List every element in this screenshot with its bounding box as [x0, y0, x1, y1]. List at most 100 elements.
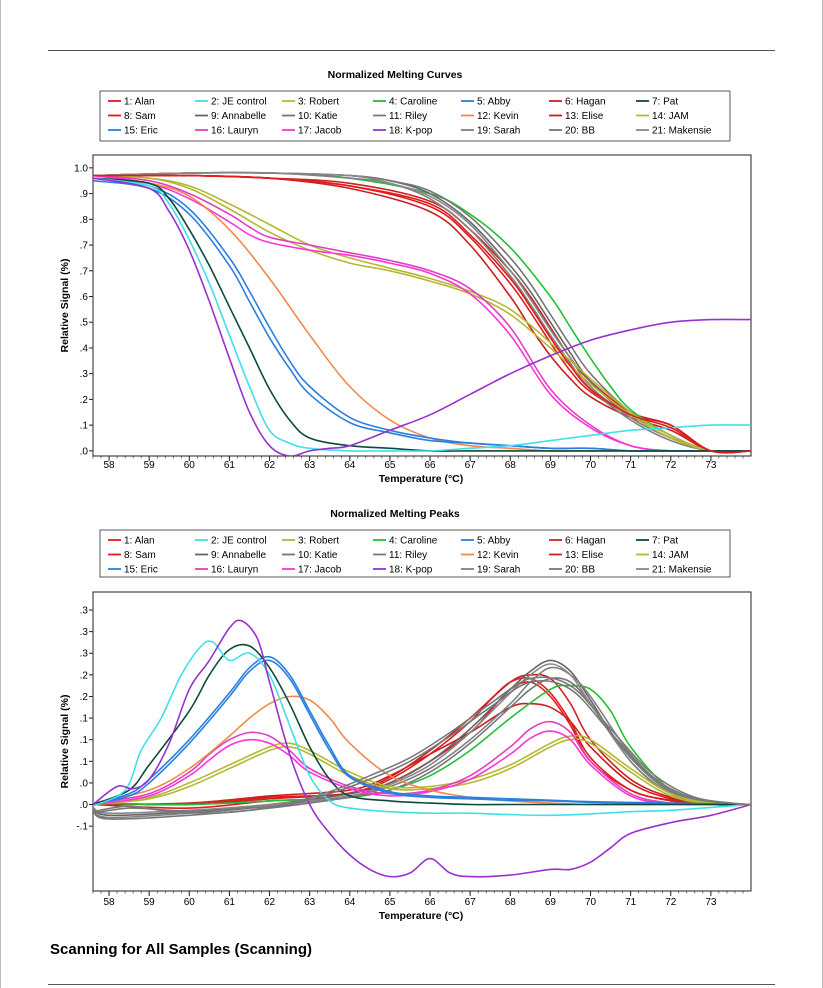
legend-item: 5: Abby [461, 536, 510, 547]
series-12-kevin [93, 695, 751, 806]
y-tick-label: .0 [80, 800, 89, 811]
x-tick-label: 73 [705, 897, 717, 908]
legend-item: 3: Robert [282, 536, 339, 547]
legend-label: 1: Alan [124, 97, 155, 108]
y-tick-label: .3 [80, 649, 89, 660]
y-tick-label: .1 [80, 421, 89, 432]
legend-label: 10: Katie [298, 111, 338, 122]
legend-label: 3: Robert [298, 536, 339, 547]
legend-label: 12: Kevin [477, 111, 519, 122]
legend-label: 17: Jacob [298, 565, 342, 576]
x-tick-label: 61 [224, 897, 236, 908]
legend-item: 2: JE control [195, 536, 267, 547]
x-tick-label: 59 [144, 897, 156, 908]
legend-label: 21: Makensie [652, 565, 712, 576]
y-tick-label: 1.0 [74, 163, 88, 174]
series-15-eric [93, 659, 751, 806]
legend-label: 9: Annabelle [211, 111, 266, 122]
series-14-jam [93, 174, 751, 453]
legend-label: 11: Riley [389, 550, 427, 561]
legend-label: 5: Abby [477, 97, 510, 108]
series-18-k-pop [93, 619, 751, 878]
y-tick-label: .4 [80, 343, 89, 354]
legend-label: 2: JE control [211, 536, 267, 547]
x-tick-label: 63 [304, 897, 316, 908]
series-group [93, 619, 751, 878]
x-tick-label: 67 [465, 460, 477, 471]
y-tick-label: .3 [80, 606, 89, 617]
y-tick-label: .1 [80, 735, 89, 746]
legend-item: 12: Kevin [461, 550, 519, 561]
legend-item: 10: Katie [282, 550, 338, 561]
x-tick-label: 73 [705, 460, 717, 471]
chart-title: Normalized Melting Peaks [330, 508, 460, 520]
series-4-caroline [93, 684, 751, 806]
legend-label: 18: K-pop [389, 565, 433, 576]
y-tick-label: .1 [80, 757, 89, 768]
x-tick-label: 63 [304, 460, 316, 471]
legend-item: 11: Riley [373, 550, 427, 561]
legend-item: 2: JE control [195, 97, 267, 108]
legend-item: 16: Lauryn [195, 126, 258, 137]
x-tick-label: 69 [545, 460, 557, 471]
legend-label: 5: Abby [477, 536, 510, 547]
legend-label: 1: Alan [124, 536, 155, 547]
series-8-sam [93, 174, 751, 454]
x-tick-label: 64 [344, 460, 356, 471]
legend-item: 13: Elise [549, 550, 604, 561]
series-10-katie [93, 679, 751, 814]
legend-item: 11: Riley [373, 111, 427, 122]
x-tick-label: 72 [665, 460, 677, 471]
x-tick-label: 70 [585, 460, 597, 471]
legend-label: 13: Elise [565, 111, 604, 122]
y-axis-label: Relative Signal (%) [59, 259, 71, 353]
chart-2: Normalized Melting Peaks 1: Alan 2: JE con… [59, 508, 752, 922]
x-tick-label: 60 [184, 460, 196, 471]
series-7-pat [93, 177, 751, 452]
legend-item: 17: Jacob [282, 565, 342, 576]
legend-label: 2: JE control [211, 97, 267, 108]
y-tick-label: .7 [80, 241, 89, 252]
x-tick-label: 71 [625, 460, 637, 471]
x-tick-label: 61 [224, 460, 236, 471]
series-11-riley [93, 676, 751, 815]
legend-item: 7: Pat [636, 536, 678, 547]
legend-item: 8: Sam [108, 111, 156, 122]
series-17-jacob [93, 174, 751, 453]
legend-label: 8: Sam [124, 550, 156, 561]
legend-item: 9: Annabelle [195, 550, 266, 561]
y-tick-label: .5 [80, 318, 89, 329]
legend-label: 4: Caroline [389, 536, 438, 547]
legend-item: 14: JAM [636, 111, 689, 122]
x-tick-label: 66 [424, 897, 436, 908]
y-tick-label: .3 [80, 627, 89, 638]
legend-item: 15: Eric [108, 565, 158, 576]
bottom-divider [48, 984, 775, 985]
x-tick-label: 67 [465, 897, 477, 908]
legend-label: 14: JAM [652, 550, 689, 561]
x-tick-label: 71 [625, 897, 637, 908]
x-tick-label: 62 [264, 460, 276, 471]
series-13-elise [93, 702, 751, 806]
legend-label: 11: Riley [389, 111, 427, 122]
legend-label: 9: Annabelle [211, 550, 266, 561]
series-21-makensie [93, 171, 751, 453]
plot-area [92, 591, 752, 892]
legend-label: 15: Eric [124, 565, 158, 576]
page-border-left [0, 0, 1, 988]
chart-1: Normalized Melting Curves 1: Alan 2: JE co… [59, 69, 752, 485]
series-7-pat [93, 643, 751, 806]
legend-item: 20: BB [549, 126, 595, 137]
x-tick-label: 60 [184, 897, 196, 908]
x-axis-label: Temperature (°C) [379, 473, 464, 485]
legend-item: 14: JAM [636, 550, 689, 561]
legend-item: 21: Makensie [636, 126, 712, 137]
top-divider [48, 50, 775, 51]
y-tick-label: .2 [80, 395, 89, 406]
y-tick-label: -.1 [76, 822, 88, 833]
x-tick-label: 65 [384, 460, 396, 471]
legend-label: 14: JAM [652, 111, 689, 122]
page-caption: Scanning for All Samples (Scanning) [50, 941, 312, 958]
legend-item: 7: Pat [636, 97, 678, 108]
